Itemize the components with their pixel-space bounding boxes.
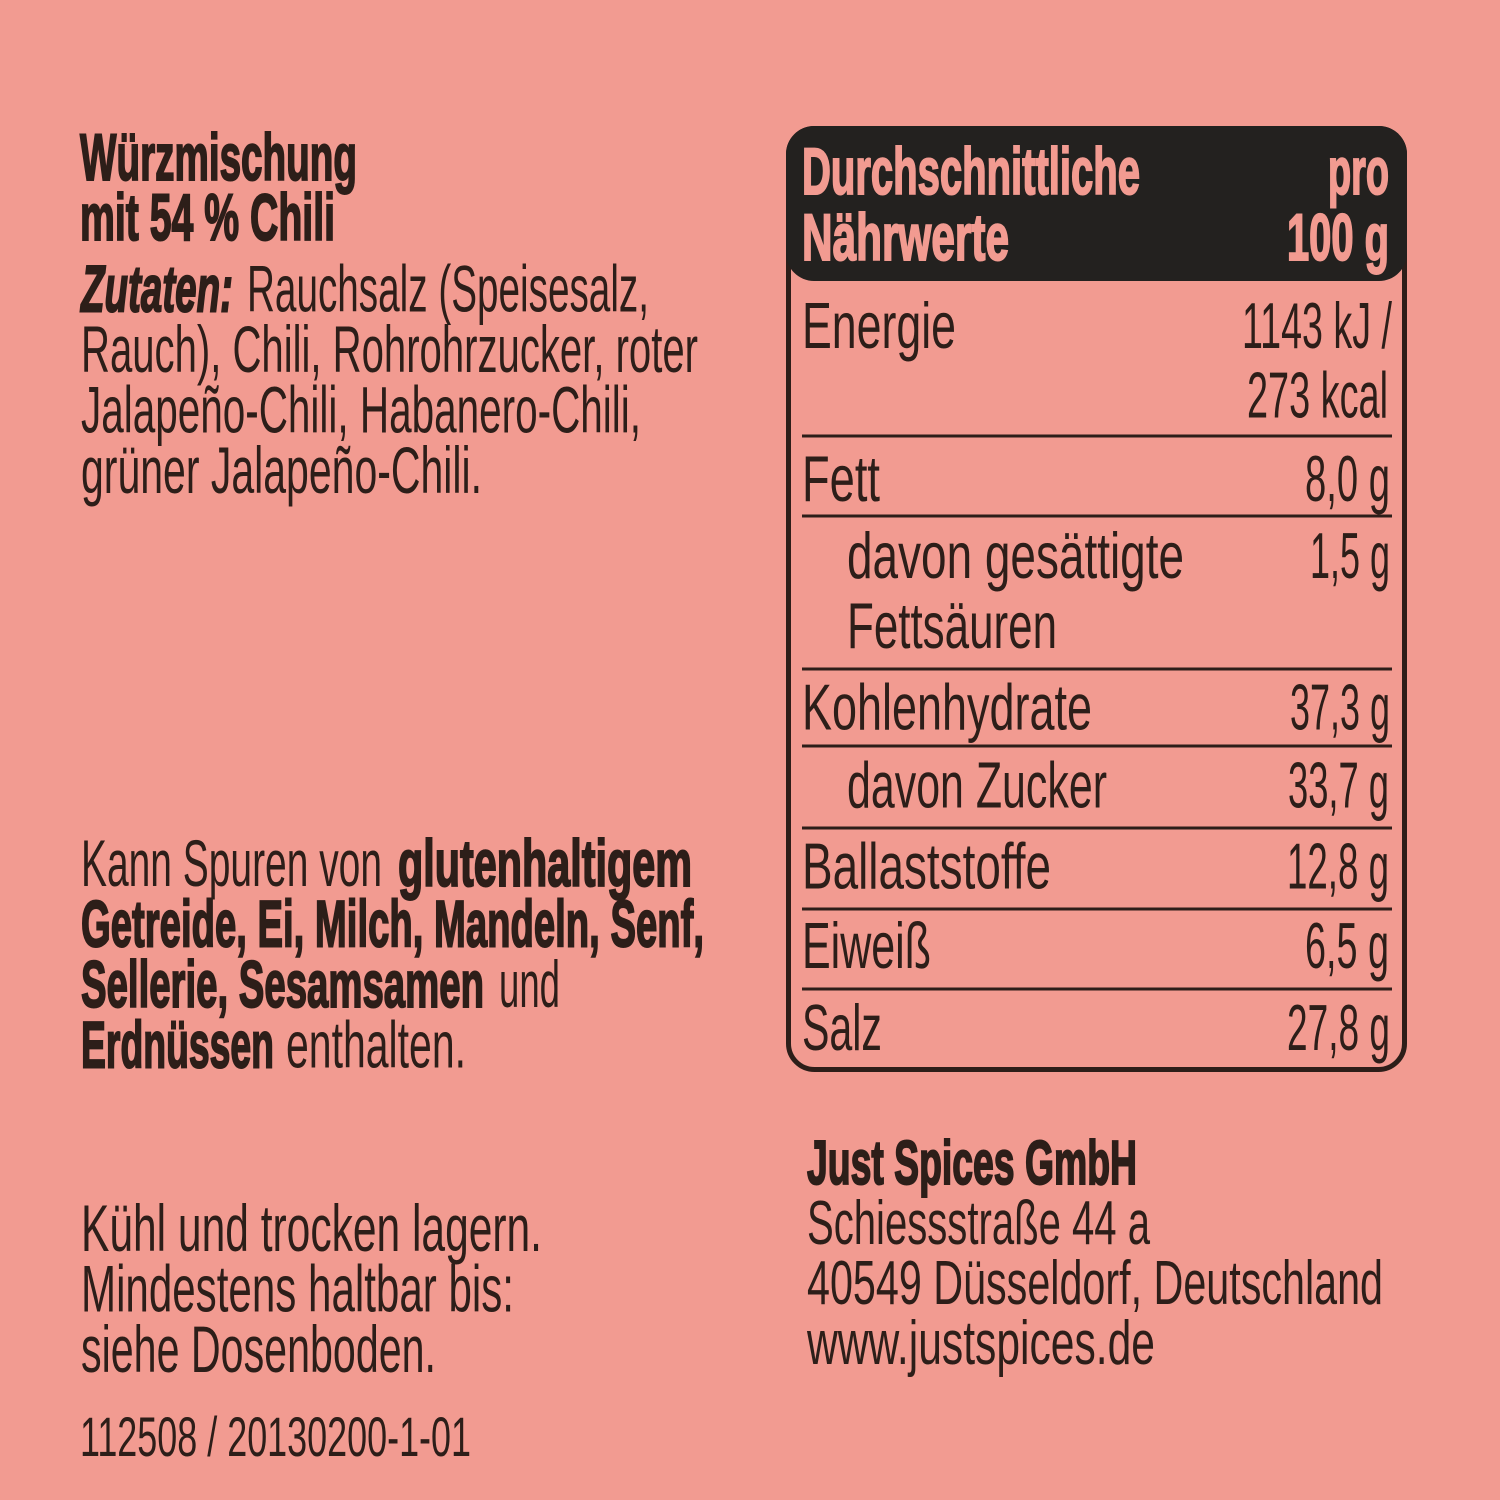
- svg-text:Rauch), Chili, Rohrohrzucker,: Rauch), Chili, Rohrohrzucker, roter: [81, 312, 698, 386]
- svg-text:112508 / 20130200-1-01: 112508 / 20130200-1-01: [80, 1405, 471, 1468]
- svg-text:davon gesättigte: davon gesättigte: [847, 519, 1184, 592]
- svg-text:Kann Spuren von: Kann Spuren von: [81, 826, 382, 900]
- svg-text:Ballaststoffe: Ballaststoffe: [802, 830, 1051, 903]
- svg-text:Fettsäuren: Fettsäuren: [847, 589, 1057, 662]
- svg-text:Schiessstraße 44 a: Schiessstraße 44 a: [807, 1189, 1150, 1258]
- svg-text:mit 54 % Chili: mit 54 % Chili: [80, 180, 335, 254]
- svg-text:glutenhaltigem: glutenhaltigem: [398, 826, 692, 900]
- svg-text:100 g: 100 g: [1287, 200, 1389, 274]
- svg-text:Durchschnittliche: Durchschnittliche: [802, 134, 1140, 208]
- svg-text:Just Spices GmbH: Just Spices GmbH: [807, 1129, 1137, 1198]
- svg-text:27,8 g: 27,8 g: [1287, 991, 1390, 1064]
- svg-text:Zutaten:: Zutaten:: [80, 252, 233, 326]
- svg-text:12,8 g: 12,8 g: [1287, 830, 1389, 903]
- svg-text:pro: pro: [1328, 134, 1389, 208]
- svg-text:Energie: Energie: [802, 289, 956, 362]
- svg-text:enthalten.: enthalten.: [286, 1008, 466, 1082]
- svg-text:33,7 g: 33,7 g: [1288, 749, 1389, 822]
- svg-text:Kohlenhydrate: Kohlenhydrate: [802, 671, 1092, 744]
- svg-text:273 kcal: 273 kcal: [1247, 359, 1388, 432]
- svg-text:40549 Düsseldorf, Deutschland: 40549 Düsseldorf, Deutschland: [807, 1249, 1383, 1318]
- svg-text:Jalapeño-Chili, Habanero-Chili: Jalapeño-Chili, Habanero-Chili,: [81, 373, 641, 447]
- svg-text:Rauchsalz (Speisesalz,: Rauchsalz (Speisesalz,: [247, 252, 649, 326]
- svg-text:davon Zucker: davon Zucker: [847, 749, 1107, 822]
- svg-text:Fett: Fett: [802, 442, 880, 515]
- svg-text:37,3 g: 37,3 g: [1290, 671, 1390, 744]
- svg-text:und: und: [499, 947, 560, 1021]
- svg-text:siehe Dosenboden.: siehe Dosenboden.: [81, 1312, 436, 1386]
- svg-text:1143 kJ /: 1143 kJ /: [1242, 289, 1393, 362]
- svg-text:www.justspices.de: www.justspices.de: [806, 1309, 1155, 1378]
- svg-text:1,5 g: 1,5 g: [1310, 519, 1390, 592]
- svg-text:Salz: Salz: [802, 991, 882, 1064]
- svg-text:Sellerie, Sesamsamen: Sellerie, Sesamsamen: [81, 947, 484, 1021]
- svg-text:Eiweiß: Eiweiß: [802, 909, 931, 982]
- svg-text:Nährwerte: Nährwerte: [802, 200, 1009, 274]
- svg-text:Getreide, Ei, Milch, Mandeln,: Getreide, Ei, Milch, Mandeln, Senf,: [81, 887, 704, 961]
- svg-text:grüner Jalapeño-Chili.: grüner Jalapeño-Chili.: [81, 433, 482, 507]
- svg-text:Erdnüssen: Erdnüssen: [81, 1008, 274, 1082]
- svg-text:6,5 g: 6,5 g: [1305, 909, 1389, 982]
- svg-text:Mindestens haltbar bis:: Mindestens haltbar bis:: [81, 1252, 514, 1326]
- svg-text:Würzmischung: Würzmischung: [80, 120, 357, 194]
- svg-text:8,0 g: 8,0 g: [1305, 442, 1390, 515]
- svg-text:Kühl und trocken lagern.: Kühl und trocken lagern.: [81, 1191, 542, 1265]
